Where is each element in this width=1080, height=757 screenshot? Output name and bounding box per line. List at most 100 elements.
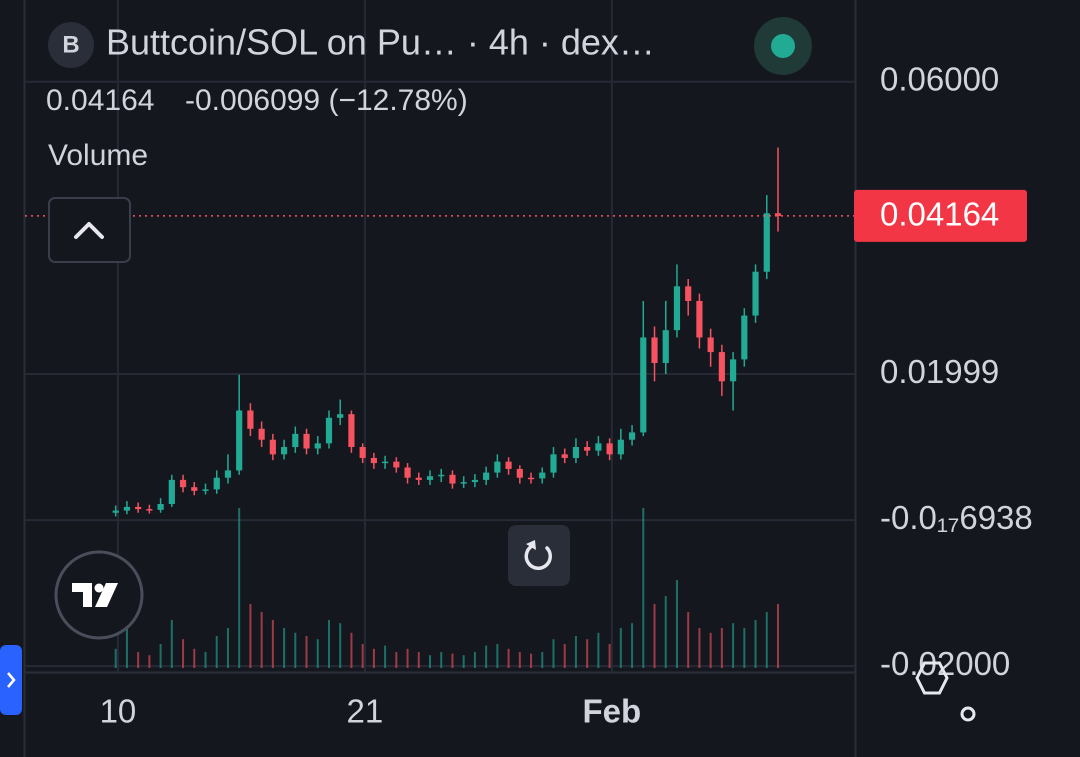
candle-body bbox=[157, 504, 164, 510]
volume-bar bbox=[372, 648, 375, 668]
y-tick-label: 0.06000 bbox=[880, 61, 999, 98]
candle-body bbox=[640, 337, 647, 433]
candle-body bbox=[415, 477, 422, 480]
candle-body bbox=[325, 417, 333, 444]
candle-body bbox=[112, 510, 119, 513]
candle-body bbox=[292, 433, 299, 448]
volume-bar bbox=[462, 655, 465, 668]
y-tick-label: -0.0₁₇6938 bbox=[880, 499, 1033, 536]
reset-button-frame[interactable] bbox=[508, 525, 570, 586]
candle-body bbox=[550, 454, 557, 473]
volume-bar bbox=[384, 645, 387, 668]
volume-bar bbox=[776, 604, 779, 668]
volume-bar bbox=[664, 596, 667, 668]
volume-bar bbox=[608, 644, 611, 668]
volume-bar bbox=[754, 620, 757, 668]
candle-body bbox=[471, 479, 478, 483]
logo-circle[interactable] bbox=[54, 550, 144, 640]
volume-bars bbox=[114, 508, 779, 668]
volume-bar bbox=[215, 636, 218, 668]
candle-body bbox=[213, 477, 220, 490]
candle-body bbox=[224, 470, 232, 478]
x-tick-label: Feb bbox=[583, 693, 642, 730]
candle-body bbox=[606, 443, 613, 455]
chart-title: Buttcoin/SOL on Pu… · 4h · dex… bbox=[106, 22, 655, 63]
candle-body bbox=[696, 300, 703, 338]
volume-bar bbox=[114, 648, 117, 668]
candle-body bbox=[314, 443, 321, 449]
volume-bar bbox=[653, 604, 656, 668]
volume-bar bbox=[429, 655, 432, 668]
volume-bar bbox=[698, 628, 701, 668]
chevron-up-icon bbox=[74, 222, 104, 239]
last-price: 0.04164 bbox=[46, 84, 154, 117]
reset-icon-arrow bbox=[526, 540, 536, 550]
volume-bar bbox=[283, 628, 286, 668]
candle-body bbox=[359, 447, 366, 458]
candle-body bbox=[617, 439, 624, 455]
candle-body bbox=[527, 477, 535, 480]
candle-body bbox=[426, 476, 434, 480]
volume-bar bbox=[732, 623, 735, 668]
last-price-tag-label: 0.04164 bbox=[880, 196, 999, 233]
candle-body bbox=[202, 489, 209, 491]
volume-bar bbox=[294, 632, 297, 668]
volume-bar bbox=[406, 648, 409, 668]
volume-bar bbox=[586, 639, 589, 668]
volume-bar bbox=[238, 508, 241, 668]
volume-bar bbox=[574, 636, 577, 668]
candle-body bbox=[516, 468, 523, 478]
candle-body bbox=[303, 433, 310, 449]
candle-body bbox=[673, 286, 681, 331]
volume-bar bbox=[530, 653, 533, 668]
candle-body bbox=[494, 461, 501, 473]
candle-body bbox=[135, 506, 142, 510]
volume-bar bbox=[170, 620, 173, 668]
candle-body bbox=[505, 461, 512, 469]
candle-body bbox=[741, 315, 748, 360]
reset-icon bbox=[524, 544, 552, 570]
logo-mark bbox=[72, 583, 118, 607]
candle-body bbox=[628, 432, 636, 440]
candle-body bbox=[718, 352, 725, 382]
grid bbox=[25, 0, 855, 672]
settings-hexagon[interactable] bbox=[915, 661, 949, 695]
volume-bar bbox=[597, 632, 600, 668]
settings-center bbox=[960, 706, 976, 722]
candle-body bbox=[280, 447, 288, 455]
collapse-button-frame[interactable] bbox=[48, 197, 131, 263]
volume-bar bbox=[552, 639, 555, 668]
volume-bar bbox=[316, 639, 319, 668]
collapse-legend-button[interactable] bbox=[48, 197, 131, 263]
volume-bar bbox=[271, 620, 274, 668]
candle-body bbox=[584, 447, 591, 451]
side-tab[interactable] bbox=[0, 645, 22, 715]
candle-body bbox=[236, 410, 243, 471]
candle-body bbox=[685, 286, 692, 301]
settings-button[interactable] bbox=[915, 661, 976, 722]
side-panel-toggle[interactable] bbox=[0, 645, 22, 715]
volume-bar bbox=[485, 645, 488, 668]
volume-bar bbox=[541, 652, 544, 668]
candle-body bbox=[348, 414, 355, 448]
symbol-icon-letter: B bbox=[62, 31, 79, 58]
candle-body bbox=[337, 414, 344, 418]
candle-body bbox=[382, 461, 389, 464]
volume-bar bbox=[473, 652, 476, 668]
tradingview-logo[interactable] bbox=[54, 550, 144, 640]
candle-body bbox=[258, 428, 265, 440]
symbol-icon bbox=[48, 22, 94, 68]
volume-bar bbox=[687, 612, 690, 668]
volume-bar bbox=[260, 612, 263, 668]
last-price-tag bbox=[854, 189, 1027, 242]
volume-bar bbox=[305, 636, 308, 668]
candle-body bbox=[763, 213, 770, 272]
candle-body bbox=[123, 506, 131, 511]
volume-bar bbox=[765, 612, 768, 668]
candle-body bbox=[460, 482, 467, 484]
volume-bar bbox=[563, 644, 566, 668]
reset-chart-button[interactable] bbox=[508, 525, 570, 586]
x-tick-label: 10 bbox=[100, 693, 137, 730]
